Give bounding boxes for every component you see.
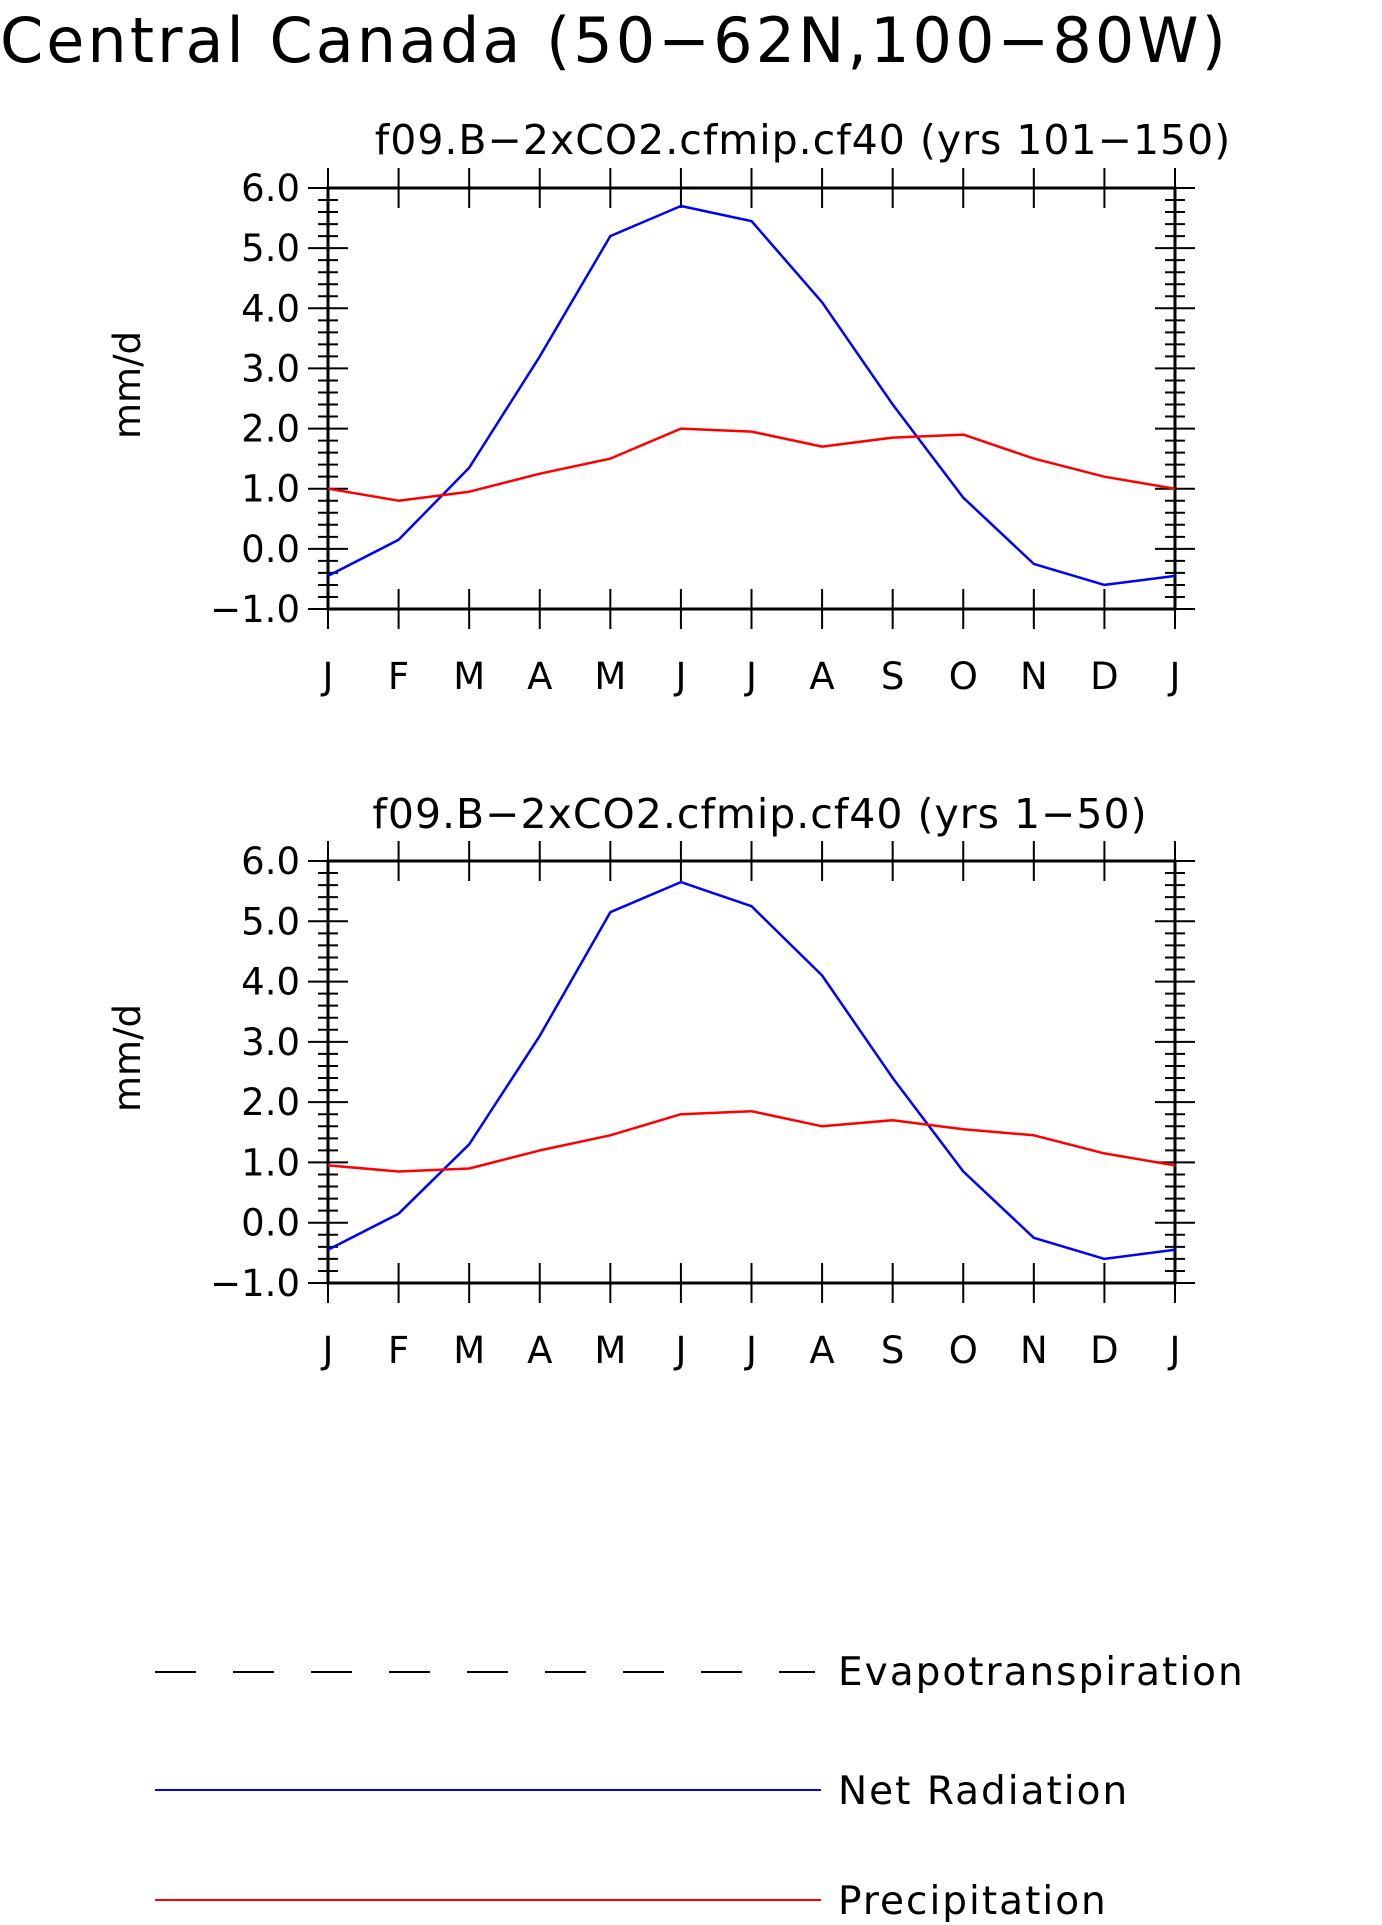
x-tick-label: A — [809, 1329, 834, 1372]
x-tick-label: M — [594, 655, 626, 698]
x-tick-label: J — [1168, 655, 1181, 698]
panel-years-1-50: f09.B−2xCO2.cfmip.cf40 (yrs 1−50) mm/d −… — [106, 790, 1195, 1372]
y-tick-label: 5.0 — [241, 227, 300, 270]
plot-frame — [326, 859, 1177, 1285]
y-tick-label: 3.0 — [241, 347, 300, 390]
x-tick-label: M — [594, 1329, 626, 1372]
y-tick-label: 6.0 — [241, 167, 300, 210]
panel-years-101-150: f09.B−2xCO2.cfmip.cf40 (yrs 101−150) mm/… — [106, 116, 1231, 698]
x-tick-label: M — [453, 655, 485, 698]
series-line-net-radiation — [327, 880, 1176, 1261]
x-tick-label: A — [527, 655, 552, 698]
plot-frame — [326, 186, 1177, 611]
x-tick-label: J — [673, 655, 686, 698]
x-tick-label: S — [881, 655, 905, 698]
x-tick-label: F — [388, 1329, 409, 1372]
x-tick-label: N — [1020, 1329, 1048, 1372]
y-tick-label: 3.0 — [241, 1021, 300, 1064]
legend-item-net-radiation: Net Radiation — [155, 1769, 1129, 1814]
x-tick-label: J — [744, 655, 757, 698]
panel-title: f09.B−2xCO2.cfmip.cf40 (yrs 1−50) — [372, 790, 1147, 838]
series-line-precipitation — [327, 427, 1176, 502]
x-tick-label: F — [388, 655, 409, 698]
legend-label: Precipitation — [838, 1879, 1108, 1924]
plot-area: −1.00.01.02.03.04.05.06.0J F M A M J J A S O N D J — [210, 167, 1195, 698]
y-tick-label: 6.0 — [241, 840, 300, 883]
y-tick-label: 2.0 — [241, 1081, 300, 1124]
y-tick-label: 0.0 — [241, 1202, 300, 1245]
figure-title: Central Canada (50−62N,100−80W) — [0, 4, 1229, 77]
legend-label: Evapotranspiration — [838, 1650, 1245, 1695]
y-tick-label: −1.0 — [210, 1262, 300, 1305]
legend-item-precipitation: Precipitation — [155, 1879, 1108, 1924]
x-tick-label: D — [1090, 1329, 1119, 1372]
x-tick-label: J — [673, 1329, 686, 1372]
x-tick-label: M — [453, 1329, 485, 1372]
legend: Evapotranspiration Net Radiation Precipi… — [155, 1650, 1245, 1924]
x-tick-label: O — [949, 1329, 978, 1372]
x-tick-label: J — [1168, 1329, 1181, 1372]
x-tick-label: A — [809, 655, 834, 698]
y-tick-label: 4.0 — [241, 961, 300, 1004]
y-tick-label: 1.0 — [241, 468, 300, 511]
y-axis-label: mm/d — [106, 331, 149, 439]
x-tick-label: J — [744, 1329, 757, 1372]
series-line-precipitation — [327, 1109, 1176, 1173]
y-tick-label: 0.0 — [241, 528, 300, 571]
y-tick-label: −1.0 — [210, 588, 300, 631]
x-tick-label: J — [321, 1329, 334, 1372]
series-line-net-radiation — [327, 204, 1176, 587]
y-tick-label: 1.0 — [241, 1141, 300, 1184]
y-tick-label: 4.0 — [241, 287, 300, 330]
x-tick-label: S — [881, 1329, 905, 1372]
x-tick-label: O — [949, 655, 978, 698]
x-tick-label: N — [1020, 655, 1048, 698]
y-tick-label: 2.0 — [241, 408, 300, 451]
x-tick-label: D — [1090, 655, 1119, 698]
plot-area: −1.00.01.02.03.04.05.06.0J F M A M J J A S O N D J — [210, 840, 1195, 1372]
legend-label: Net Radiation — [838, 1769, 1129, 1814]
y-tick-label: 5.0 — [241, 900, 300, 943]
panel-title: f09.B−2xCO2.cfmip.cf40 (yrs 101−150) — [375, 116, 1231, 164]
x-tick-label: A — [527, 1329, 552, 1372]
y-axis-label: mm/d — [106, 1004, 149, 1112]
x-tick-label: J — [321, 655, 334, 698]
legend-item-evapotranspiration: Evapotranspiration — [155, 1650, 1245, 1695]
